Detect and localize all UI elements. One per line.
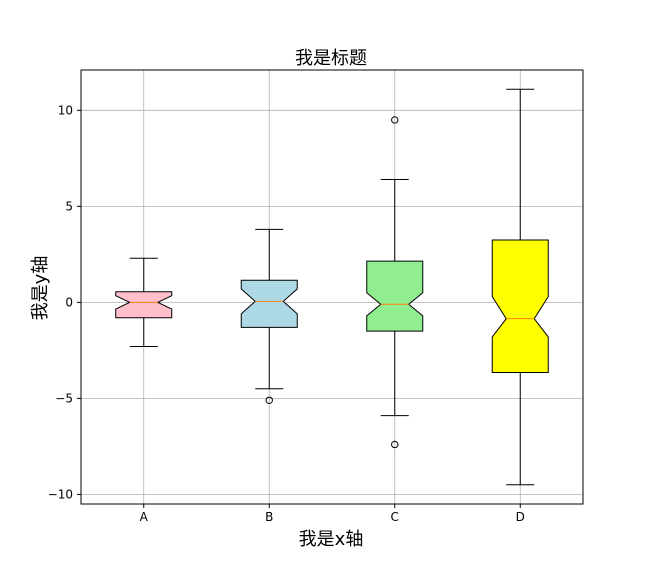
- y-axis-label: 我是y轴: [30, 256, 51, 321]
- y-tick-label: 5: [65, 199, 73, 213]
- x-tick-label: A: [140, 510, 149, 524]
- x-tick-label: C: [391, 510, 399, 524]
- x-tick-label: B: [265, 510, 273, 524]
- box-C: [366, 116, 424, 449]
- box-A: [115, 257, 173, 348]
- outlier-point: [391, 116, 399, 124]
- box-body: [491, 239, 549, 373]
- outlier-point: [391, 440, 399, 449]
- y-tick-label: −10: [48, 487, 73, 501]
- box-B: [240, 228, 298, 405]
- y-tick-label: 10: [58, 103, 73, 117]
- chart-title: 我是标题: [295, 48, 367, 69]
- x-axis-ticks: A B C D: [140, 504, 525, 524]
- y-axis-ticks: −10 −5 0 5 10: [48, 103, 81, 501]
- box-D: [491, 88, 549, 486]
- x-tick-label: D: [516, 510, 525, 524]
- y-tick-label: −5: [55, 391, 73, 405]
- box-series: [115, 88, 549, 486]
- outlier-point: [265, 396, 273, 405]
- plot-area-frame: [80, 69, 584, 505]
- box-body: [366, 260, 424, 332]
- box-body: [115, 291, 173, 319]
- y-tick-label: 0: [65, 295, 73, 309]
- x-axis-label: 我是x轴: [299, 529, 364, 550]
- box-body: [240, 279, 298, 328]
